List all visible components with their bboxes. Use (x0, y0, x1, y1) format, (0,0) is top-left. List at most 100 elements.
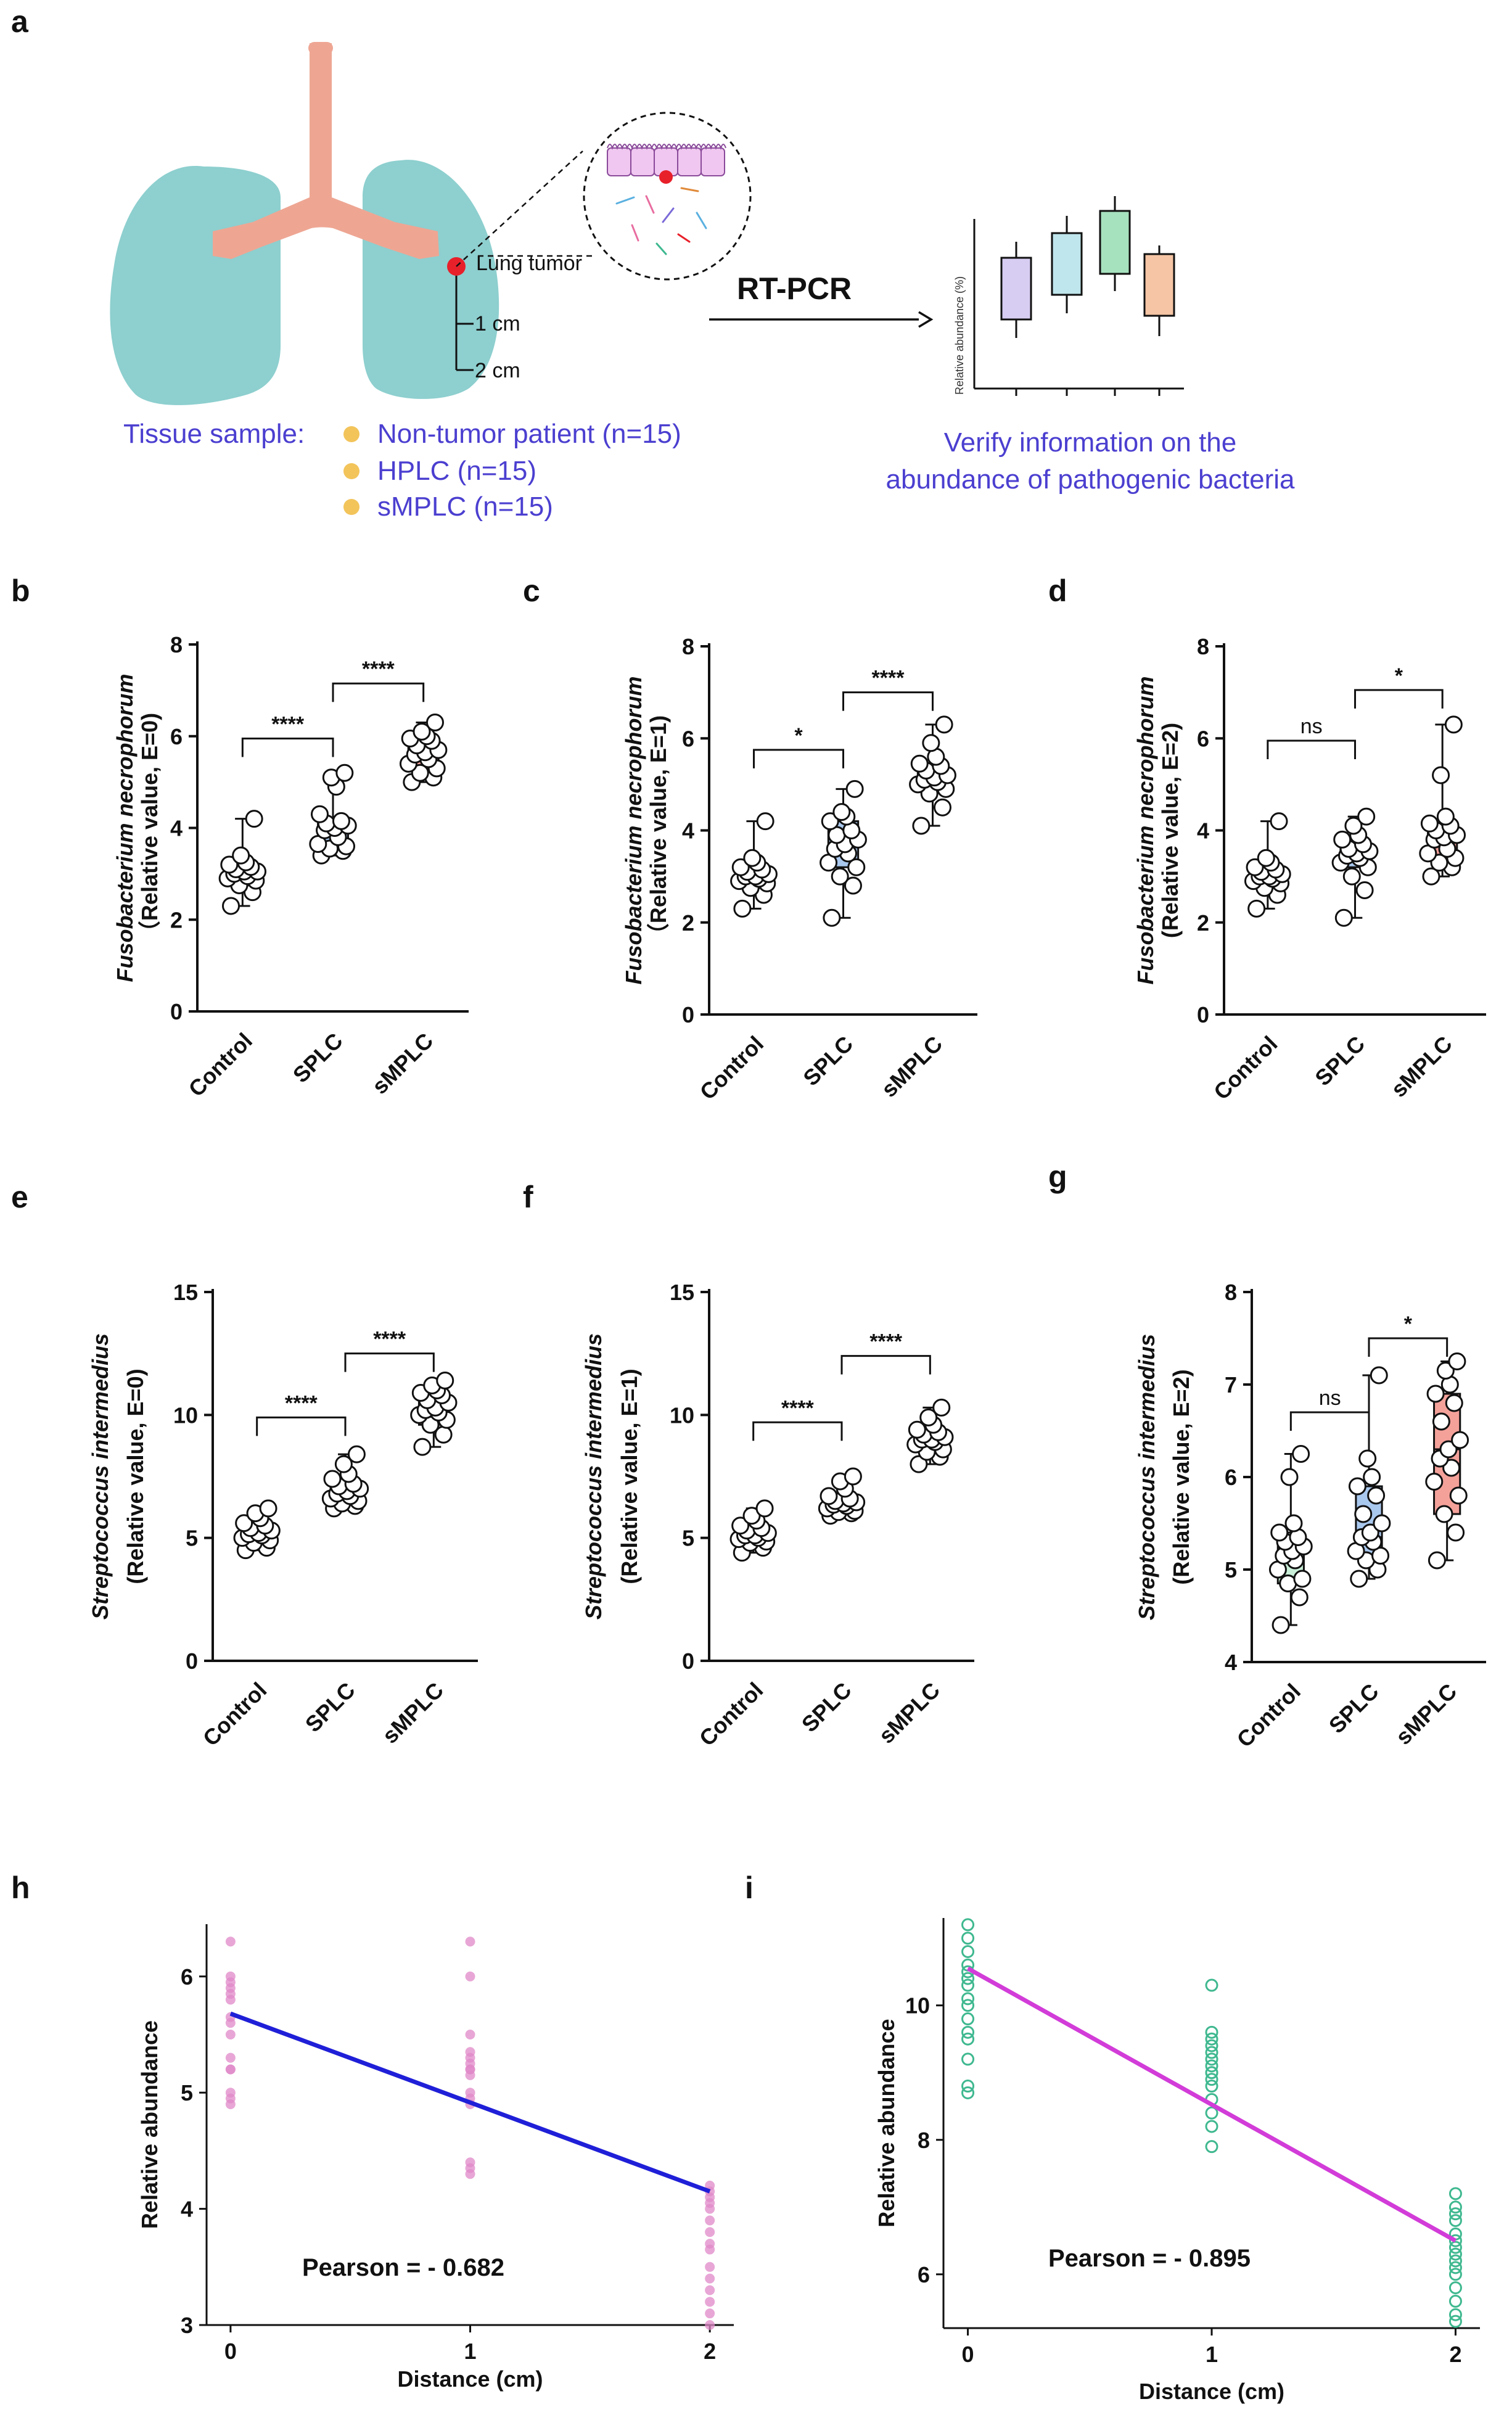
data-point (1432, 766, 1450, 784)
y-tick-label: 0 (186, 1648, 198, 1674)
x-category-label: Control (198, 1677, 271, 1751)
data-point (961, 1999, 975, 2012)
data-point (225, 1994, 236, 2005)
legend-smplc: sMPLC (n=15) (377, 492, 553, 522)
panel-label-e: e (11, 1180, 28, 1214)
data-point (1247, 899, 1266, 918)
x-category-label: SPLC (1310, 1031, 1370, 1091)
data-point (1205, 2046, 1218, 2059)
data-point (961, 2012, 975, 2026)
data-point (1205, 2080, 1218, 2093)
data-point (259, 1499, 277, 1518)
data-point (465, 1971, 475, 1982)
x-axis-title: Distance (cm) (1139, 2379, 1284, 2404)
data-point (1205, 2120, 1218, 2133)
data-point (1344, 817, 1363, 835)
data-point (1448, 2187, 1462, 2200)
data-point (222, 897, 240, 915)
data-point (1270, 1523, 1289, 1542)
data-point (1447, 1523, 1465, 1542)
chart-c: 0 2 4 6 8 Fusobacterium necrophorum （Relative … (621, 634, 977, 1105)
data-point (705, 2297, 715, 2307)
data-point (1363, 1468, 1381, 1486)
y-tick-label: 6 (1225, 1465, 1237, 1490)
significance-bracket (1368, 1337, 1448, 1357)
data-point (1257, 849, 1275, 867)
significance-bracket (753, 749, 844, 768)
data-point (1432, 1412, 1450, 1431)
y-tick-label: 3 (181, 2313, 193, 2338)
data-point (1205, 2025, 1218, 2039)
data-point (961, 2025, 975, 2039)
data-point (1448, 2315, 1462, 2328)
data-point (1370, 1366, 1388, 1385)
trachea-top (308, 42, 333, 54)
data-point (1448, 2241, 1462, 2254)
data-point (1442, 1459, 1461, 1477)
zoom-line-top (456, 150, 583, 267)
data-point (933, 798, 951, 817)
y-tick-label: 5 (186, 1526, 198, 1551)
data-point (823, 908, 841, 927)
y-tick-label: 10 (173, 1402, 198, 1428)
data-point (225, 2064, 236, 2075)
data-point (1205, 2106, 1218, 2120)
data-point (225, 2052, 236, 2063)
data-point (225, 2029, 236, 2039)
y-tick-label: 6 (181, 1964, 193, 1990)
significance-bracket (256, 1416, 347, 1436)
x-category-label: Control (1232, 1679, 1305, 1752)
y-tick-label: 6 (170, 724, 183, 749)
y-tick-label: 6 (918, 2262, 930, 2287)
significance-label: * (1395, 664, 1403, 688)
x-category-label: sMPLC (1386, 1031, 1457, 1102)
y-tick-label: 6 (1197, 726, 1209, 751)
data-point (436, 1372, 454, 1390)
distance-2cm-label: 2 cm (475, 359, 520, 382)
data-point (1428, 1551, 1446, 1570)
data-point (465, 2070, 475, 2080)
y-tick-label: 8 (1225, 1280, 1237, 1305)
data-point (845, 780, 864, 798)
data-point (465, 2029, 475, 2039)
data-point (225, 2099, 236, 2110)
data-point (1333, 830, 1352, 849)
y-tick-label: 7 (1225, 1372, 1237, 1397)
y-axis-subtitle: (Relative value, E=0) (123, 1368, 148, 1584)
x-category-label: sMPLC (874, 1677, 945, 1748)
y-axis-title: Fusobacterium necrophorum (112, 673, 138, 982)
y-tick-label: 2 (170, 907, 183, 932)
data-point (1444, 715, 1463, 734)
lung-tumor-label: Lung tumor (476, 252, 582, 275)
significance-label: ns (1319, 1386, 1341, 1410)
data-point (465, 2169, 475, 2179)
data-point (705, 2273, 715, 2284)
data-point (1422, 867, 1440, 886)
significance-label: **** (781, 1396, 815, 1420)
data-point (245, 810, 263, 828)
mini-ylabel: Relative abundance (%) (953, 276, 966, 395)
legend-dot-hplc (343, 463, 360, 479)
panel-label-c: c (523, 574, 540, 608)
data-point (705, 2215, 715, 2226)
data-point (705, 2239, 715, 2249)
data-point (1290, 1588, 1309, 1607)
data-point (1448, 2308, 1462, 2321)
data-point (820, 1487, 838, 1505)
x-category-label: Control (695, 1031, 768, 1105)
data-point (831, 867, 849, 886)
data-point (705, 2308, 715, 2319)
x-category-label: SPLC (300, 1677, 360, 1737)
x-category-label: Control (184, 1028, 257, 1101)
x-category-label: Control (1209, 1031, 1282, 1105)
significance-label: * (1404, 1312, 1413, 1336)
data-point (1448, 2294, 1462, 2308)
tissue-sample-label: Tissue sample: (123, 419, 305, 449)
data-point (347, 1445, 366, 1463)
data-point (1436, 807, 1455, 826)
data-point (961, 1918, 975, 1932)
chart-i: 6 8 10 0 1 2 Distance (cm) Relative abundance Pe… (874, 1918, 1480, 2404)
data-point (705, 2320, 715, 2330)
y-tick-label: 8 (170, 632, 183, 657)
data-point (961, 1978, 975, 1992)
